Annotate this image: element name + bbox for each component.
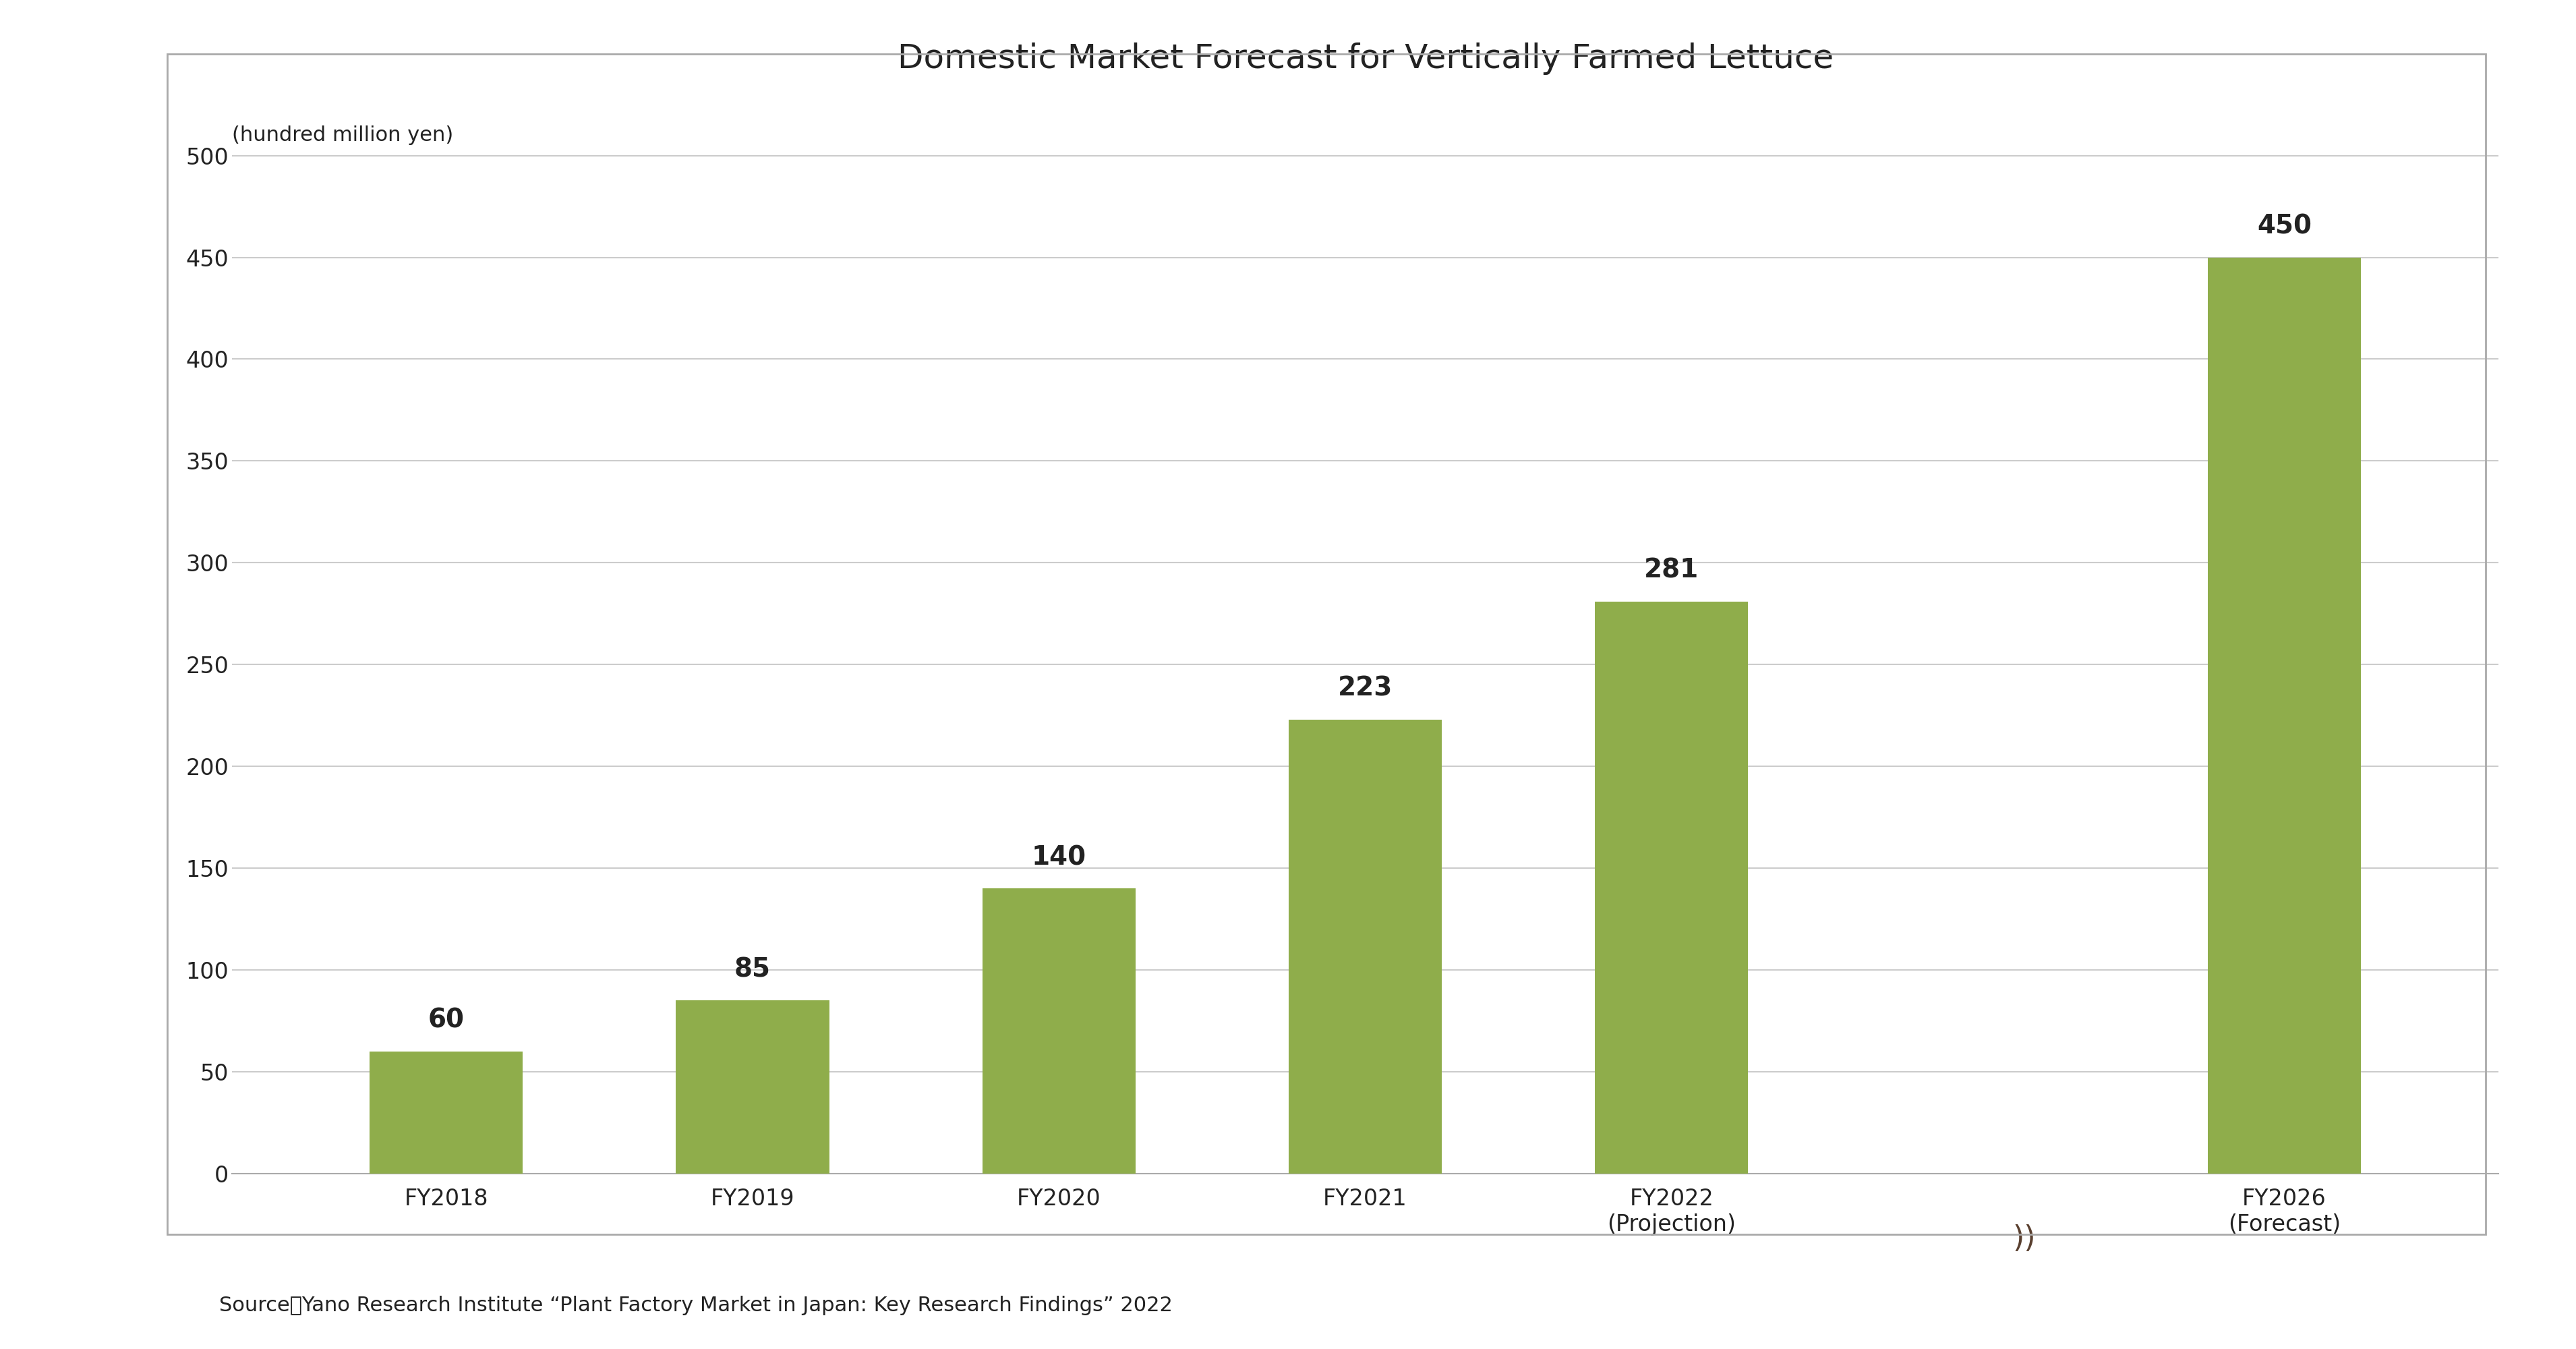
Text: 85: 85 bbox=[734, 956, 770, 982]
Bar bbox=[371, 1051, 523, 1174]
Title: Domestic Market Forecast for Vertically Farmed Lettuce: Domestic Market Forecast for Vertically … bbox=[896, 43, 1834, 76]
Text: 140: 140 bbox=[1030, 844, 1087, 870]
Text: Source：Yano Research Institute “Plant Factory Market in Japan: Key Research Find: Source：Yano Research Institute “Plant Fa… bbox=[219, 1295, 1172, 1315]
Text: (hundred million yen): (hundred million yen) bbox=[232, 125, 453, 146]
Text: 223: 223 bbox=[1337, 676, 1394, 701]
Text: 450: 450 bbox=[2257, 213, 2311, 239]
Text: 60: 60 bbox=[428, 1008, 464, 1033]
Bar bbox=[2208, 258, 2360, 1174]
Bar bbox=[1288, 719, 1443, 1174]
Bar bbox=[981, 889, 1136, 1174]
Bar bbox=[675, 1001, 829, 1174]
Text: 281: 281 bbox=[1643, 557, 1700, 583]
Bar bbox=[1595, 602, 1749, 1174]
Text: )): )) bbox=[2012, 1225, 2035, 1253]
